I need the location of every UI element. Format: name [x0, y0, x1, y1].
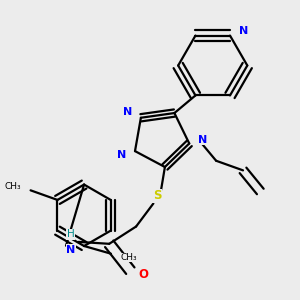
Text: N: N	[117, 150, 126, 160]
Text: N: N	[239, 26, 248, 36]
Text: N: N	[198, 135, 207, 145]
Text: H: H	[67, 229, 75, 239]
Text: CH₃: CH₃	[4, 182, 21, 191]
Text: S: S	[153, 189, 161, 202]
Text: N: N	[123, 107, 132, 117]
Text: O: O	[139, 268, 149, 281]
Text: CH₃: CH₃	[121, 253, 137, 262]
Text: N: N	[66, 244, 75, 255]
